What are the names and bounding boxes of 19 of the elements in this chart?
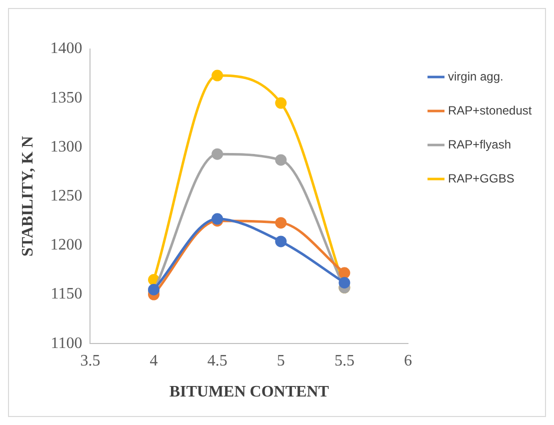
x-tick-label: 5 [276, 352, 285, 370]
y-tick-label: 1350 [50, 89, 82, 106]
y-tick-label: 1100 [50, 334, 82, 352]
legend-label: virgin agg. [448, 69, 504, 84]
y-tick-label: 1400 [50, 40, 82, 58]
legend-label: RAP+stonedust [448, 103, 532, 118]
y-tick-label: 1200 [50, 236, 82, 254]
legend-label: RAP+GGBS [448, 171, 514, 186]
x-tick-label: 3.5 [80, 352, 100, 370]
x-tick-label: 4.5 [207, 352, 228, 370]
x-tick-label: 4 [150, 352, 158, 370]
y-tick-label: 1150 [50, 286, 82, 303]
x-axis-title: BITUMEN CONTENT [169, 384, 330, 401]
x-tick-label: 6 [404, 352, 412, 370]
y-tick-label: 1300 [50, 138, 82, 156]
legend-label: RAP+flyash [448, 137, 512, 152]
y-axis-title: STABILITY, K N [20, 136, 37, 257]
y-tick-label: 1250 [50, 188, 82, 205]
x-tick-label: 5.5 [334, 352, 354, 370]
